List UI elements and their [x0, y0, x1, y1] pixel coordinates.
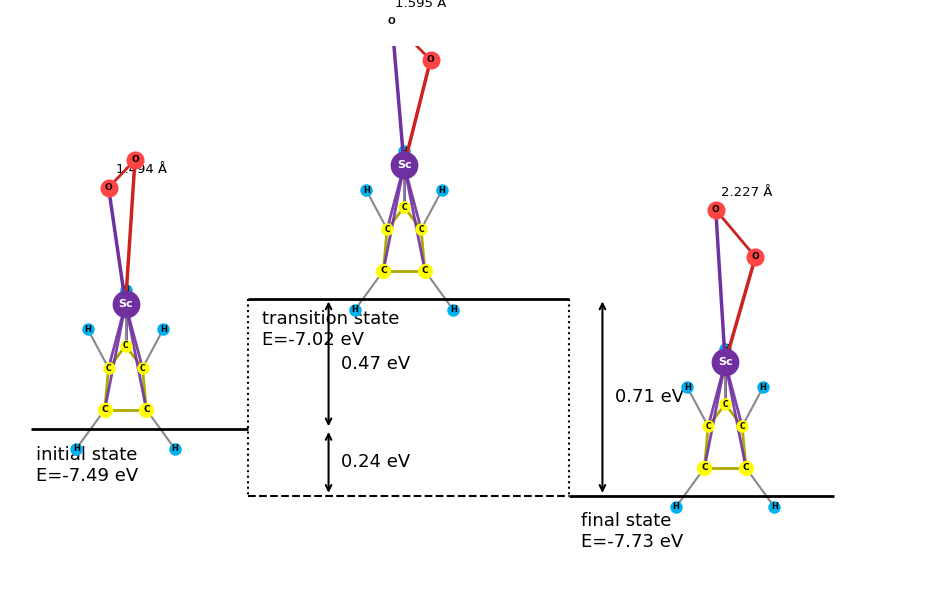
Text: Sc: Sc	[718, 358, 733, 367]
Text: 1.494 Å: 1.494 Å	[116, 164, 167, 176]
Text: O: O	[104, 183, 113, 192]
Text: H: H	[73, 444, 80, 453]
Text: H: H	[352, 305, 358, 314]
Text: final state
E=-7.73 eV: final state E=-7.73 eV	[581, 512, 683, 551]
Text: C: C	[418, 225, 424, 234]
Text: C: C	[401, 202, 407, 211]
Text: H: H	[85, 325, 91, 333]
Text: 0.47 eV: 0.47 eV	[341, 355, 410, 373]
Text: transition state
E=-7.02 eV: transition state E=-7.02 eV	[263, 310, 399, 349]
Text: H: H	[684, 383, 691, 392]
Text: H: H	[363, 186, 370, 195]
Text: C: C	[385, 225, 390, 234]
Text: C: C	[422, 266, 428, 275]
Text: 0.24 eV: 0.24 eV	[341, 454, 410, 471]
Text: H: H	[673, 503, 680, 512]
Text: 1.595 Å: 1.595 Å	[395, 0, 446, 10]
Text: C: C	[743, 463, 749, 472]
Text: C: C	[739, 422, 745, 431]
Text: 2.227 Å: 2.227 Å	[722, 185, 773, 199]
Text: H: H	[122, 286, 129, 295]
Text: C: C	[123, 341, 128, 350]
Text: O: O	[426, 56, 435, 65]
Text: initial state
E=-7.49 eV: initial state E=-7.49 eV	[35, 446, 138, 484]
Text: H: H	[171, 444, 178, 453]
Text: Sc: Sc	[118, 299, 133, 309]
Text: H: H	[722, 344, 729, 353]
Text: C: C	[701, 463, 708, 472]
Text: C: C	[380, 266, 386, 275]
Text: O: O	[388, 16, 396, 25]
Text: C: C	[143, 405, 150, 414]
Text: O: O	[712, 205, 720, 214]
Text: H: H	[450, 305, 457, 314]
Text: C: C	[101, 405, 108, 414]
Text: O: O	[751, 252, 760, 262]
Text: H: H	[439, 186, 445, 195]
Text: C: C	[106, 364, 112, 373]
Text: H: H	[160, 325, 167, 333]
Text: O: O	[131, 155, 139, 164]
Text: Sc: Sc	[397, 161, 412, 170]
Text: H: H	[400, 147, 408, 156]
Text: C: C	[722, 400, 728, 409]
Text: H: H	[760, 383, 766, 392]
Text: C: C	[706, 422, 711, 431]
Text: 0.71 eV: 0.71 eV	[614, 388, 684, 406]
Text: H: H	[771, 503, 777, 512]
Text: C: C	[140, 364, 145, 373]
